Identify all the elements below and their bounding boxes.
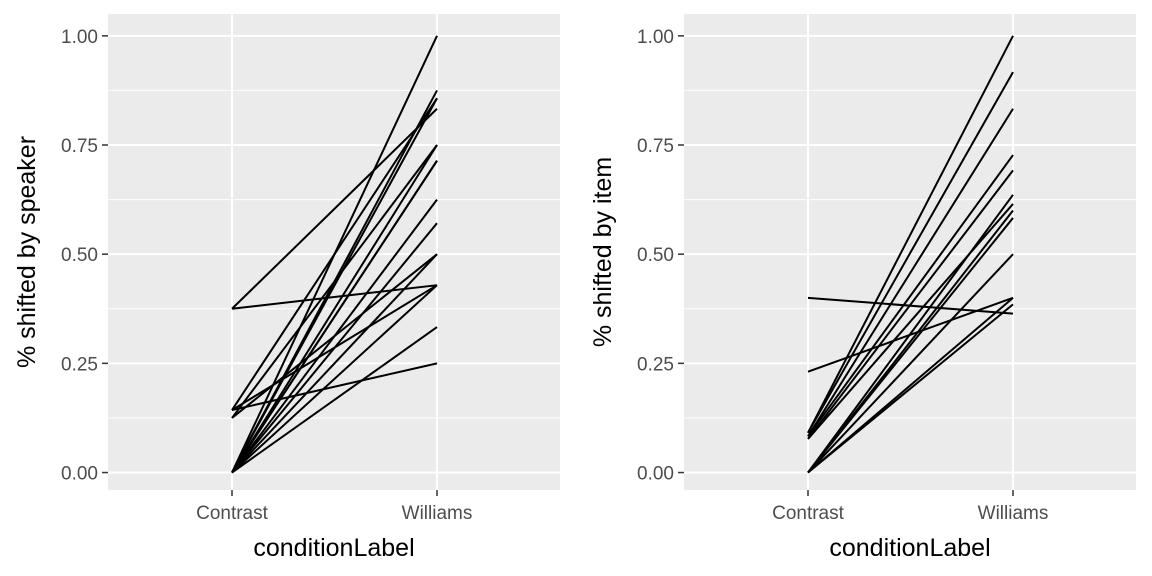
series-line — [807, 203, 1014, 440]
series-line — [231, 198, 438, 474]
series-line — [231, 160, 438, 474]
speaker-plot-y-axis: 0.00 0.25 0.50 0.75 1.00 — [61, 27, 108, 485]
y-tick-label: 0.25 — [61, 354, 98, 375]
x-tick-label: Williams — [402, 503, 473, 524]
series-line — [231, 108, 438, 310]
series-line — [807, 194, 1014, 474]
series-line — [231, 253, 438, 474]
series-line — [231, 326, 438, 474]
x-tick-label: Contrast — [772, 503, 845, 524]
series-line — [807, 253, 1014, 474]
series-line — [807, 303, 1014, 474]
speaker-plot: 0.00 0.25 0.50 0.75 1.00 Contrast Williams co… — [13, 14, 560, 562]
item-plot-y-title: % shifted by item — [589, 157, 617, 347]
series-line — [231, 35, 438, 473]
series-line — [807, 217, 1014, 474]
series-line — [231, 222, 438, 474]
series-line — [807, 71, 1014, 434]
item-plot-lines — [807, 35, 1014, 474]
series-line — [231, 284, 438, 474]
y-tick-label: 0.00 — [637, 464, 674, 485]
series-line — [807, 108, 1014, 437]
series-line — [807, 169, 1014, 440]
item-plot-x-title: conditionLabel — [829, 534, 990, 562]
series-line — [231, 144, 438, 474]
y-tick-label: 0.75 — [61, 136, 98, 157]
speaker-plot-panel — [108, 14, 560, 490]
item-plot: 0.00 0.25 0.50 0.75 1.00 Contrast Williams co… — [589, 14, 1136, 562]
y-tick-label: 0.75 — [637, 136, 674, 157]
y-tick-label: 0.00 — [61, 464, 98, 485]
series-line — [807, 35, 1014, 434]
y-tick-label: 0.50 — [637, 245, 674, 266]
y-tick-label: 1.00 — [637, 27, 674, 48]
item-plot-x-axis: Contrast Williams — [772, 490, 1048, 524]
speaker-plot-lines — [231, 35, 438, 474]
series-line — [231, 97, 438, 474]
series-line — [231, 362, 438, 412]
speaker-plot-x-axis: Contrast Williams — [196, 490, 472, 524]
x-tick-label: Williams — [978, 503, 1049, 524]
y-tick-label: 0.25 — [637, 354, 674, 375]
series-line — [807, 154, 1014, 437]
speaker-plot-x-title: conditionLabel — [253, 534, 414, 562]
y-tick-label: 0.50 — [61, 245, 98, 266]
x-tick-label: Contrast — [196, 503, 269, 524]
item-plot-y-axis: 0.00 0.25 0.50 0.75 1.00 — [637, 27, 684, 485]
y-tick-label: 1.00 — [61, 27, 98, 48]
speaker-plot-y-title: % shifted by speaker — [13, 136, 41, 368]
